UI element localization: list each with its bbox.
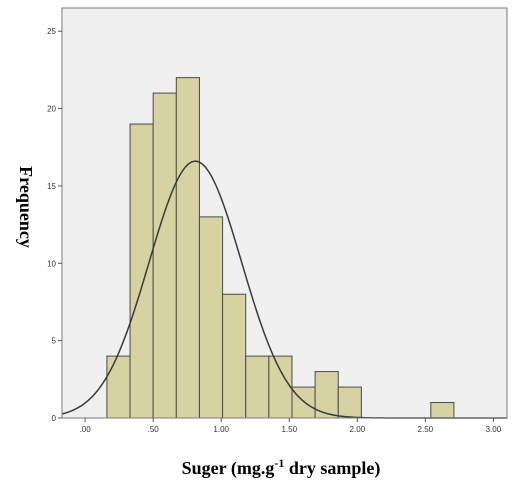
- x-tick-label: 1.50: [281, 425, 297, 434]
- histogram-bar: [245, 355, 270, 419]
- y-tick-label: 20: [47, 105, 56, 114]
- histogram-bar: [129, 123, 154, 419]
- histogram-bar: [106, 355, 131, 419]
- histogram-bar: [222, 293, 247, 419]
- histogram-bar: [291, 386, 316, 419]
- histogram-bar: [175, 77, 200, 419]
- x-axis-title-main: Suger (mg.g: [182, 458, 275, 479]
- x-tick-label: 1.00: [213, 425, 229, 434]
- x-axis-title-superscript: -1: [274, 456, 284, 470]
- y-tick-label: 25: [47, 27, 56, 36]
- histogram-bar: [152, 92, 177, 419]
- histogram-bar: [198, 216, 224, 419]
- x-tick-label: 2.00: [350, 425, 366, 434]
- y-axis: 0 5 10 15 20 25: [47, 27, 62, 423]
- y-tick-label: 0: [52, 414, 57, 423]
- histogram-bar: [337, 386, 362, 419]
- plot-frame: [61, 7, 508, 419]
- x-axis: .00 .50 1.00 1.50 2.00 2.50 3.00: [80, 418, 502, 434]
- histogram-bar: [268, 355, 293, 419]
- x-tick-label: 3.00: [486, 425, 502, 434]
- y-tick-label: 5: [52, 337, 57, 346]
- x-axis-title: Suger (mg.g-1 dry sample): [182, 456, 381, 479]
- histogram-bar: [430, 402, 455, 419]
- x-axis-title-suffix: dry sample): [284, 458, 380, 479]
- bars-layer: [106, 77, 455, 419]
- y-axis-title: Frequency: [16, 166, 36, 248]
- x-tick-label: .00: [80, 425, 92, 434]
- y-tick-label: 15: [47, 182, 56, 191]
- x-tick-label: 2.50: [418, 425, 434, 434]
- y-tick-label: 10: [47, 259, 56, 268]
- x-tick-label: .50: [148, 425, 160, 434]
